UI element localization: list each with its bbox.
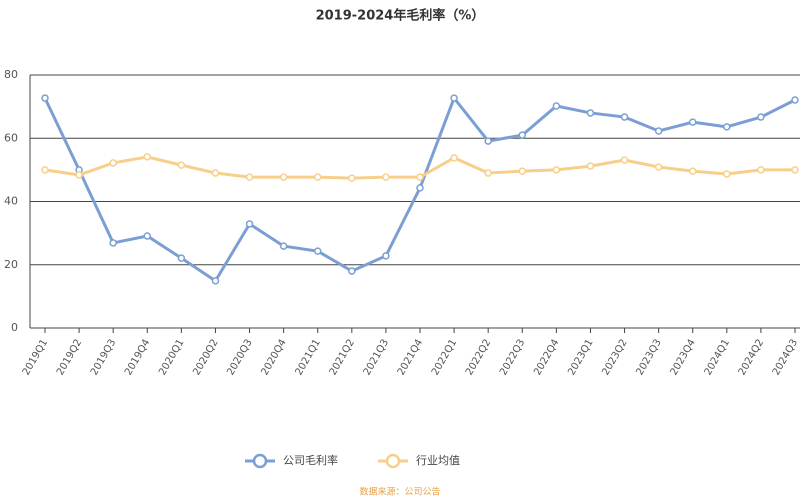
x-tick-label: 2019Q4 bbox=[123, 338, 152, 378]
x-tick-label: 2024Q2 bbox=[737, 338, 766, 378]
x-tick-label: 2021Q1 bbox=[294, 338, 323, 378]
x-tick-label: 2023Q1 bbox=[566, 338, 595, 378]
chart-title: 2019-2024年毛利率（%） bbox=[316, 8, 485, 24]
x-tick-label: 2020Q4 bbox=[259, 338, 288, 378]
point bbox=[41, 166, 49, 174]
x-tick-label: 2021Q3 bbox=[362, 338, 391, 378]
point bbox=[654, 163, 663, 171]
point bbox=[382, 252, 390, 260]
x-tick-label: 2024Q1 bbox=[703, 338, 732, 378]
point bbox=[484, 169, 492, 177]
point bbox=[552, 102, 561, 110]
point bbox=[757, 113, 765, 121]
point bbox=[75, 171, 83, 179]
point bbox=[688, 167, 697, 175]
x-tick-label: 2023Q2 bbox=[600, 338, 629, 378]
point bbox=[109, 159, 117, 167]
point bbox=[313, 173, 322, 181]
point bbox=[41, 94, 49, 102]
point bbox=[791, 96, 799, 104]
point bbox=[757, 166, 765, 174]
point bbox=[688, 118, 697, 126]
point bbox=[620, 156, 629, 164]
x-tick-label: 2020Q3 bbox=[225, 338, 254, 378]
y-tick-label: 0 bbox=[11, 321, 18, 334]
x-tick-label: 2019Q1 bbox=[21, 338, 50, 378]
x-tick-label: 2023Q3 bbox=[634, 338, 663, 378]
point bbox=[245, 173, 254, 181]
point bbox=[484, 137, 492, 145]
y-tick-label: 60 bbox=[4, 131, 18, 144]
point bbox=[279, 242, 288, 250]
point bbox=[416, 184, 424, 192]
x-tick-label: 2023Q4 bbox=[669, 338, 698, 378]
x-tick-label: 2020Q2 bbox=[191, 338, 220, 378]
point bbox=[348, 267, 356, 275]
point bbox=[143, 232, 152, 240]
x-tick-label: 2019Q3 bbox=[89, 338, 118, 378]
x-tick-label: 2022Q1 bbox=[430, 338, 459, 378]
y-tick-label: 40 bbox=[4, 195, 18, 208]
x-tick-label: 2022Q3 bbox=[498, 338, 527, 378]
legend-marker bbox=[385, 453, 401, 469]
point bbox=[177, 254, 186, 262]
source-note: 数据来源：公司公告 bbox=[359, 486, 440, 498]
y-tick-label: 20 bbox=[4, 258, 18, 271]
point bbox=[654, 127, 663, 135]
y-tick-label: 80 bbox=[4, 68, 18, 81]
x-tick-label: 2021Q4 bbox=[396, 338, 425, 378]
x-tick-label: 2022Q2 bbox=[464, 338, 493, 378]
x-tick-label: 2022Q4 bbox=[532, 338, 561, 378]
point bbox=[279, 173, 288, 181]
legend-label: 行业均值 bbox=[416, 454, 460, 467]
point bbox=[382, 173, 390, 181]
point bbox=[450, 94, 458, 102]
point bbox=[791, 166, 799, 174]
point bbox=[109, 239, 117, 247]
point bbox=[211, 277, 220, 285]
point bbox=[450, 154, 458, 162]
x-tick-label: 2021Q2 bbox=[328, 338, 357, 378]
point bbox=[518, 131, 527, 139]
legend-marker bbox=[252, 453, 268, 469]
point bbox=[552, 166, 561, 174]
legend-label: 公司毛利率 bbox=[283, 453, 338, 467]
point bbox=[313, 247, 322, 255]
point bbox=[723, 170, 731, 178]
point bbox=[620, 113, 629, 121]
point bbox=[211, 169, 220, 177]
point bbox=[143, 153, 152, 161]
point bbox=[586, 109, 595, 117]
point bbox=[723, 123, 731, 131]
point bbox=[518, 167, 527, 175]
point bbox=[177, 161, 186, 169]
point bbox=[348, 174, 356, 182]
point bbox=[416, 173, 424, 181]
x-tick-label: 2019Q2 bbox=[55, 338, 84, 378]
point bbox=[586, 162, 595, 170]
x-tick-label: 2024Q3 bbox=[771, 338, 800, 378]
x-tick-label: 2020Q1 bbox=[157, 338, 186, 378]
point bbox=[245, 220, 254, 228]
